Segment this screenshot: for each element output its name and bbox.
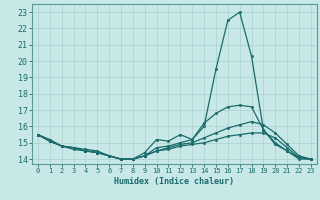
X-axis label: Humidex (Indice chaleur): Humidex (Indice chaleur)	[115, 177, 234, 186]
